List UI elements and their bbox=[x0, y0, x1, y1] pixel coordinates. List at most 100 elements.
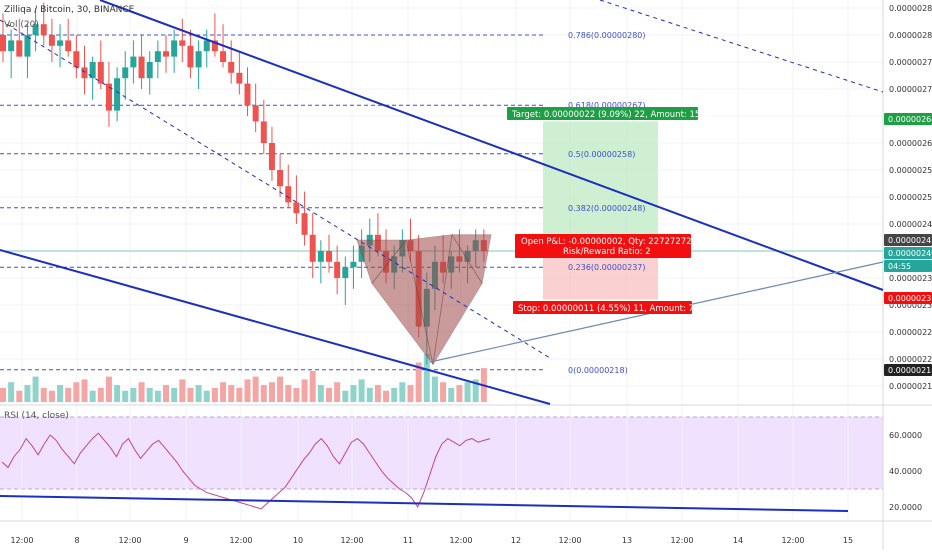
target-zone bbox=[543, 121, 658, 241]
pattern-triangle bbox=[451, 234, 492, 285]
candle-body bbox=[285, 186, 292, 203]
candle-body bbox=[89, 62, 96, 79]
fib-level-label: 0(0.00000218) bbox=[568, 366, 628, 375]
candle-body bbox=[73, 51, 80, 68]
volume-bar bbox=[8, 382, 15, 402]
candle-body bbox=[105, 83, 112, 111]
price-tag bbox=[884, 364, 932, 376]
volume-bar bbox=[0, 387, 6, 402]
candle-body bbox=[228, 62, 235, 73]
candle-body bbox=[203, 40, 210, 52]
candle-body bbox=[277, 170, 284, 187]
volume-bar bbox=[228, 385, 235, 402]
candle-body bbox=[350, 261, 357, 268]
volume-bar bbox=[163, 385, 169, 402]
price-tick-label: 0.00000275 bbox=[889, 58, 932, 67]
volume-bar bbox=[16, 390, 23, 402]
candle-body bbox=[97, 62, 104, 84]
price-tag-label: 04:55 bbox=[888, 262, 911, 271]
fib-level-label: 0.382(0.00000248) bbox=[568, 204, 646, 213]
candle-body bbox=[342, 267, 349, 278]
price-tick-label: 0.00000245 bbox=[889, 220, 932, 229]
price-tag-label: 0.00000240 bbox=[888, 249, 932, 258]
price-tick-label: 0.00000285 bbox=[889, 4, 932, 13]
candle-body bbox=[244, 83, 251, 106]
rsi-band bbox=[0, 417, 883, 489]
volume-bar bbox=[203, 390, 210, 402]
price-tag-label: 0.00000218 bbox=[888, 366, 932, 375]
target-label: Target: 0.00000022 (9.09%) 22, Amount: 1… bbox=[511, 110, 711, 120]
candle-body bbox=[40, 24, 47, 35]
volume-bar bbox=[105, 376, 112, 402]
price-tag bbox=[884, 113, 932, 125]
time-tick-label: 8 bbox=[74, 536, 79, 545]
volume-bar bbox=[32, 376, 39, 402]
candle-body bbox=[122, 67, 129, 79]
volume-bar bbox=[211, 387, 218, 402]
time-tick-label: 15 bbox=[843, 536, 853, 545]
risk-reward-label: Risk/Reward Ratio: 2 bbox=[563, 247, 651, 257]
candle-body bbox=[326, 251, 332, 262]
volume-bar bbox=[301, 379, 308, 402]
channel-upper-line bbox=[99, 0, 884, 291]
volume-bar bbox=[415, 362, 422, 402]
candle-body bbox=[187, 45, 194, 68]
fib-level-label: 0.618(0.00000267) bbox=[568, 101, 646, 110]
open-pl-label: Open P&L: -0.00000002, Qty: 2272727272 bbox=[521, 237, 702, 247]
price-tick-label: 0.00000225 bbox=[889, 328, 932, 337]
time-tick-label: 12:00 bbox=[340, 536, 363, 545]
symbol-title: Zilliqa / Bitcoin, 30, BINANCE bbox=[4, 5, 135, 15]
time-tick-label: 12:00 bbox=[118, 536, 141, 545]
volume-bar bbox=[334, 382, 341, 402]
volume-bar bbox=[440, 382, 447, 402]
price-tick-label: 0.00000235 bbox=[889, 274, 932, 283]
price-tag bbox=[884, 260, 932, 272]
volume-bar bbox=[244, 379, 251, 402]
price-tag bbox=[884, 234, 932, 246]
volume-bar bbox=[48, 390, 55, 402]
channel-lower-line bbox=[0, 249, 551, 405]
volume-bar bbox=[317, 385, 324, 402]
volume-bar bbox=[130, 387, 137, 402]
volume-bar bbox=[326, 387, 332, 402]
price-tick-label: 0.00000280 bbox=[889, 31, 932, 40]
fib-level-label: 0.236(0.00000237) bbox=[568, 263, 646, 272]
time-tick-label: 12:00 bbox=[229, 536, 252, 545]
rsi-tick-label: 60.0000 bbox=[889, 431, 922, 440]
volume-bar bbox=[399, 382, 406, 402]
volume-bar bbox=[138, 382, 145, 402]
time-tick-label: 10 bbox=[293, 536, 303, 545]
volume-bar bbox=[309, 370, 316, 402]
volume-bar bbox=[24, 385, 31, 402]
rsi-trendline bbox=[0, 495, 849, 512]
volume-bar bbox=[285, 385, 292, 402]
time-tick-label: 12:00 bbox=[449, 536, 472, 545]
volume-bar bbox=[423, 354, 430, 402]
volume-bar bbox=[293, 387, 300, 402]
candle-body bbox=[81, 67, 88, 79]
volume-bar bbox=[472, 379, 479, 402]
price-tick-label: 0.00000215 bbox=[889, 382, 932, 391]
volume-bar bbox=[366, 387, 373, 402]
fib-level-label: 0.5(0.00000258) bbox=[568, 150, 635, 159]
candle-body bbox=[16, 40, 23, 57]
time-tick-label: 11 bbox=[403, 536, 413, 545]
candle-body bbox=[236, 72, 243, 84]
stop-label-box bbox=[513, 301, 692, 314]
candle-body bbox=[154, 51, 161, 62]
candle-body bbox=[130, 56, 137, 68]
volume-bar bbox=[277, 376, 284, 402]
time-tick-label: 12 bbox=[511, 536, 521, 545]
volume-label: Vol (20) bbox=[4, 20, 39, 30]
candle-body bbox=[32, 24, 39, 35]
candle-body bbox=[260, 121, 267, 143]
candle-body bbox=[301, 213, 308, 235]
time-tick-label: 12:00 bbox=[670, 536, 693, 545]
volume-bar bbox=[391, 387, 398, 402]
volume-bar bbox=[81, 379, 88, 402]
volume-bar bbox=[260, 385, 267, 402]
candle-body bbox=[146, 62, 153, 79]
volume-bar bbox=[179, 379, 186, 402]
